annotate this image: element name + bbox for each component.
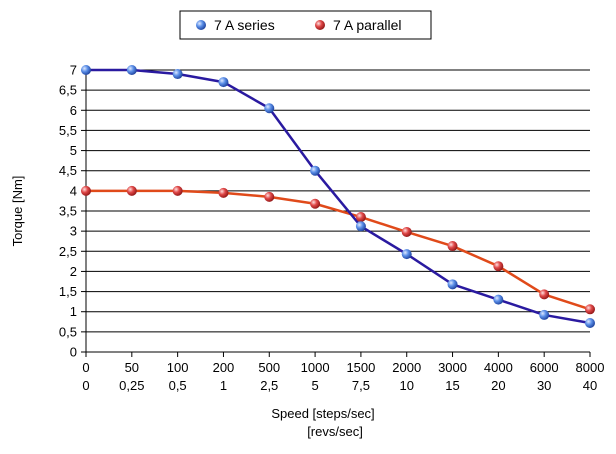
x-axis-title: Speed [steps/sec] bbox=[271, 406, 374, 421]
x-tick-label-revs: 1 bbox=[220, 378, 227, 393]
x-tick-label: 3000 bbox=[438, 360, 467, 375]
x-tick-label: 4000 bbox=[484, 360, 513, 375]
legend-marker-parallel bbox=[315, 20, 325, 30]
point-series bbox=[447, 279, 458, 290]
point-series bbox=[355, 221, 366, 232]
x-tick-labels: 00500,251000,520015002,51000515007,52000… bbox=[82, 360, 604, 393]
legend-box bbox=[179, 10, 432, 40]
point-parallel bbox=[264, 191, 275, 202]
y-tick-label: 4,5 bbox=[59, 163, 77, 178]
legend-label-parallel: 7 A parallel bbox=[333, 17, 402, 33]
point-parallel bbox=[81, 185, 91, 196]
x-tick-label-revs: 40 bbox=[583, 378, 597, 393]
x-tick-label: 1500 bbox=[346, 360, 375, 375]
x-tick-label-revs: 15 bbox=[445, 378, 459, 393]
line-series bbox=[86, 68, 591, 325]
y-tick-label: 2 bbox=[70, 264, 77, 279]
point-series bbox=[493, 294, 504, 305]
grid-lines bbox=[81, 69, 591, 357]
point-parallel bbox=[172, 185, 183, 196]
y-tick-label: 1 bbox=[70, 304, 77, 319]
x-tick-label-revs: 20 bbox=[491, 378, 505, 393]
legend: 7 A series 7 A parallel bbox=[179, 10, 432, 40]
y-tick-label: 6,5 bbox=[59, 83, 77, 98]
y-tick-label: 3,5 bbox=[59, 204, 77, 219]
point-parallel bbox=[126, 185, 137, 196]
y-tick-label: 5,5 bbox=[59, 123, 77, 138]
y-tick-label: 5 bbox=[70, 143, 77, 158]
x-tick-label-revs: 7,5 bbox=[352, 378, 370, 393]
y-tick-labels: 0 0,5 1 1,5 2 2,5 3 3,5 4 4,5 5 5,5 6 6,5 7 bbox=[59, 63, 77, 360]
x-tick-label: 500 bbox=[258, 360, 280, 375]
y-tick-label: 0 bbox=[70, 345, 77, 360]
y-tick-label: 0,5 bbox=[59, 324, 77, 339]
x-tick-label: 0 bbox=[82, 360, 89, 375]
point-series bbox=[264, 103, 275, 114]
line-parallel bbox=[86, 189, 591, 311]
point-parallel bbox=[401, 226, 412, 237]
x-tick-label-revs: 2,5 bbox=[260, 378, 278, 393]
y-tick-label: 1,5 bbox=[59, 284, 77, 299]
y-tick-label: 3 bbox=[70, 224, 77, 239]
x-tick-label: 8000 bbox=[576, 360, 605, 375]
point-parallel bbox=[493, 261, 504, 272]
x-tick-label: 100 bbox=[167, 360, 189, 375]
point-series bbox=[310, 165, 321, 176]
x-tick-label-revs: 0,5 bbox=[169, 378, 187, 393]
y-tick-label: 7 bbox=[70, 63, 77, 78]
point-parallel bbox=[355, 212, 366, 223]
point-series bbox=[585, 317, 595, 328]
legend-marker-series bbox=[196, 20, 206, 30]
point-parallel bbox=[585, 304, 595, 315]
x-tick-label: 1000 bbox=[301, 360, 330, 375]
x-tick-label-revs: 5 bbox=[311, 378, 318, 393]
y-tick-label: 4 bbox=[70, 183, 77, 198]
x-tick-label: 50 bbox=[125, 360, 139, 375]
y-axis-title: Torque [Nm] bbox=[10, 176, 25, 247]
point-parallel bbox=[447, 241, 458, 252]
y-tick-label: 2,5 bbox=[59, 244, 77, 259]
series-layer bbox=[81, 65, 595, 328]
x-tick-label-revs: 30 bbox=[537, 378, 551, 393]
x-tick-label-revs: 10 bbox=[399, 378, 413, 393]
x-tick-label-revs: 0,25 bbox=[119, 378, 144, 393]
x-tick-label-revs: 0 bbox=[82, 378, 89, 393]
point-series bbox=[401, 249, 412, 260]
point-parallel bbox=[539, 289, 550, 300]
legend-label-series: 7 A series bbox=[214, 17, 275, 33]
x-tick-label: 200 bbox=[213, 360, 235, 375]
point-series bbox=[539, 309, 550, 320]
x-tick-label: 6000 bbox=[530, 360, 559, 375]
point-series bbox=[218, 77, 229, 88]
point-parallel bbox=[218, 187, 229, 198]
y-tick-label: 6 bbox=[70, 103, 77, 118]
point-series bbox=[81, 65, 91, 75]
x-tick-label: 2000 bbox=[392, 360, 421, 375]
point-series bbox=[172, 69, 183, 80]
point-parallel bbox=[310, 198, 321, 209]
x-axis-subtitle: [revs/sec] bbox=[307, 424, 363, 439]
point-series bbox=[126, 65, 137, 75]
